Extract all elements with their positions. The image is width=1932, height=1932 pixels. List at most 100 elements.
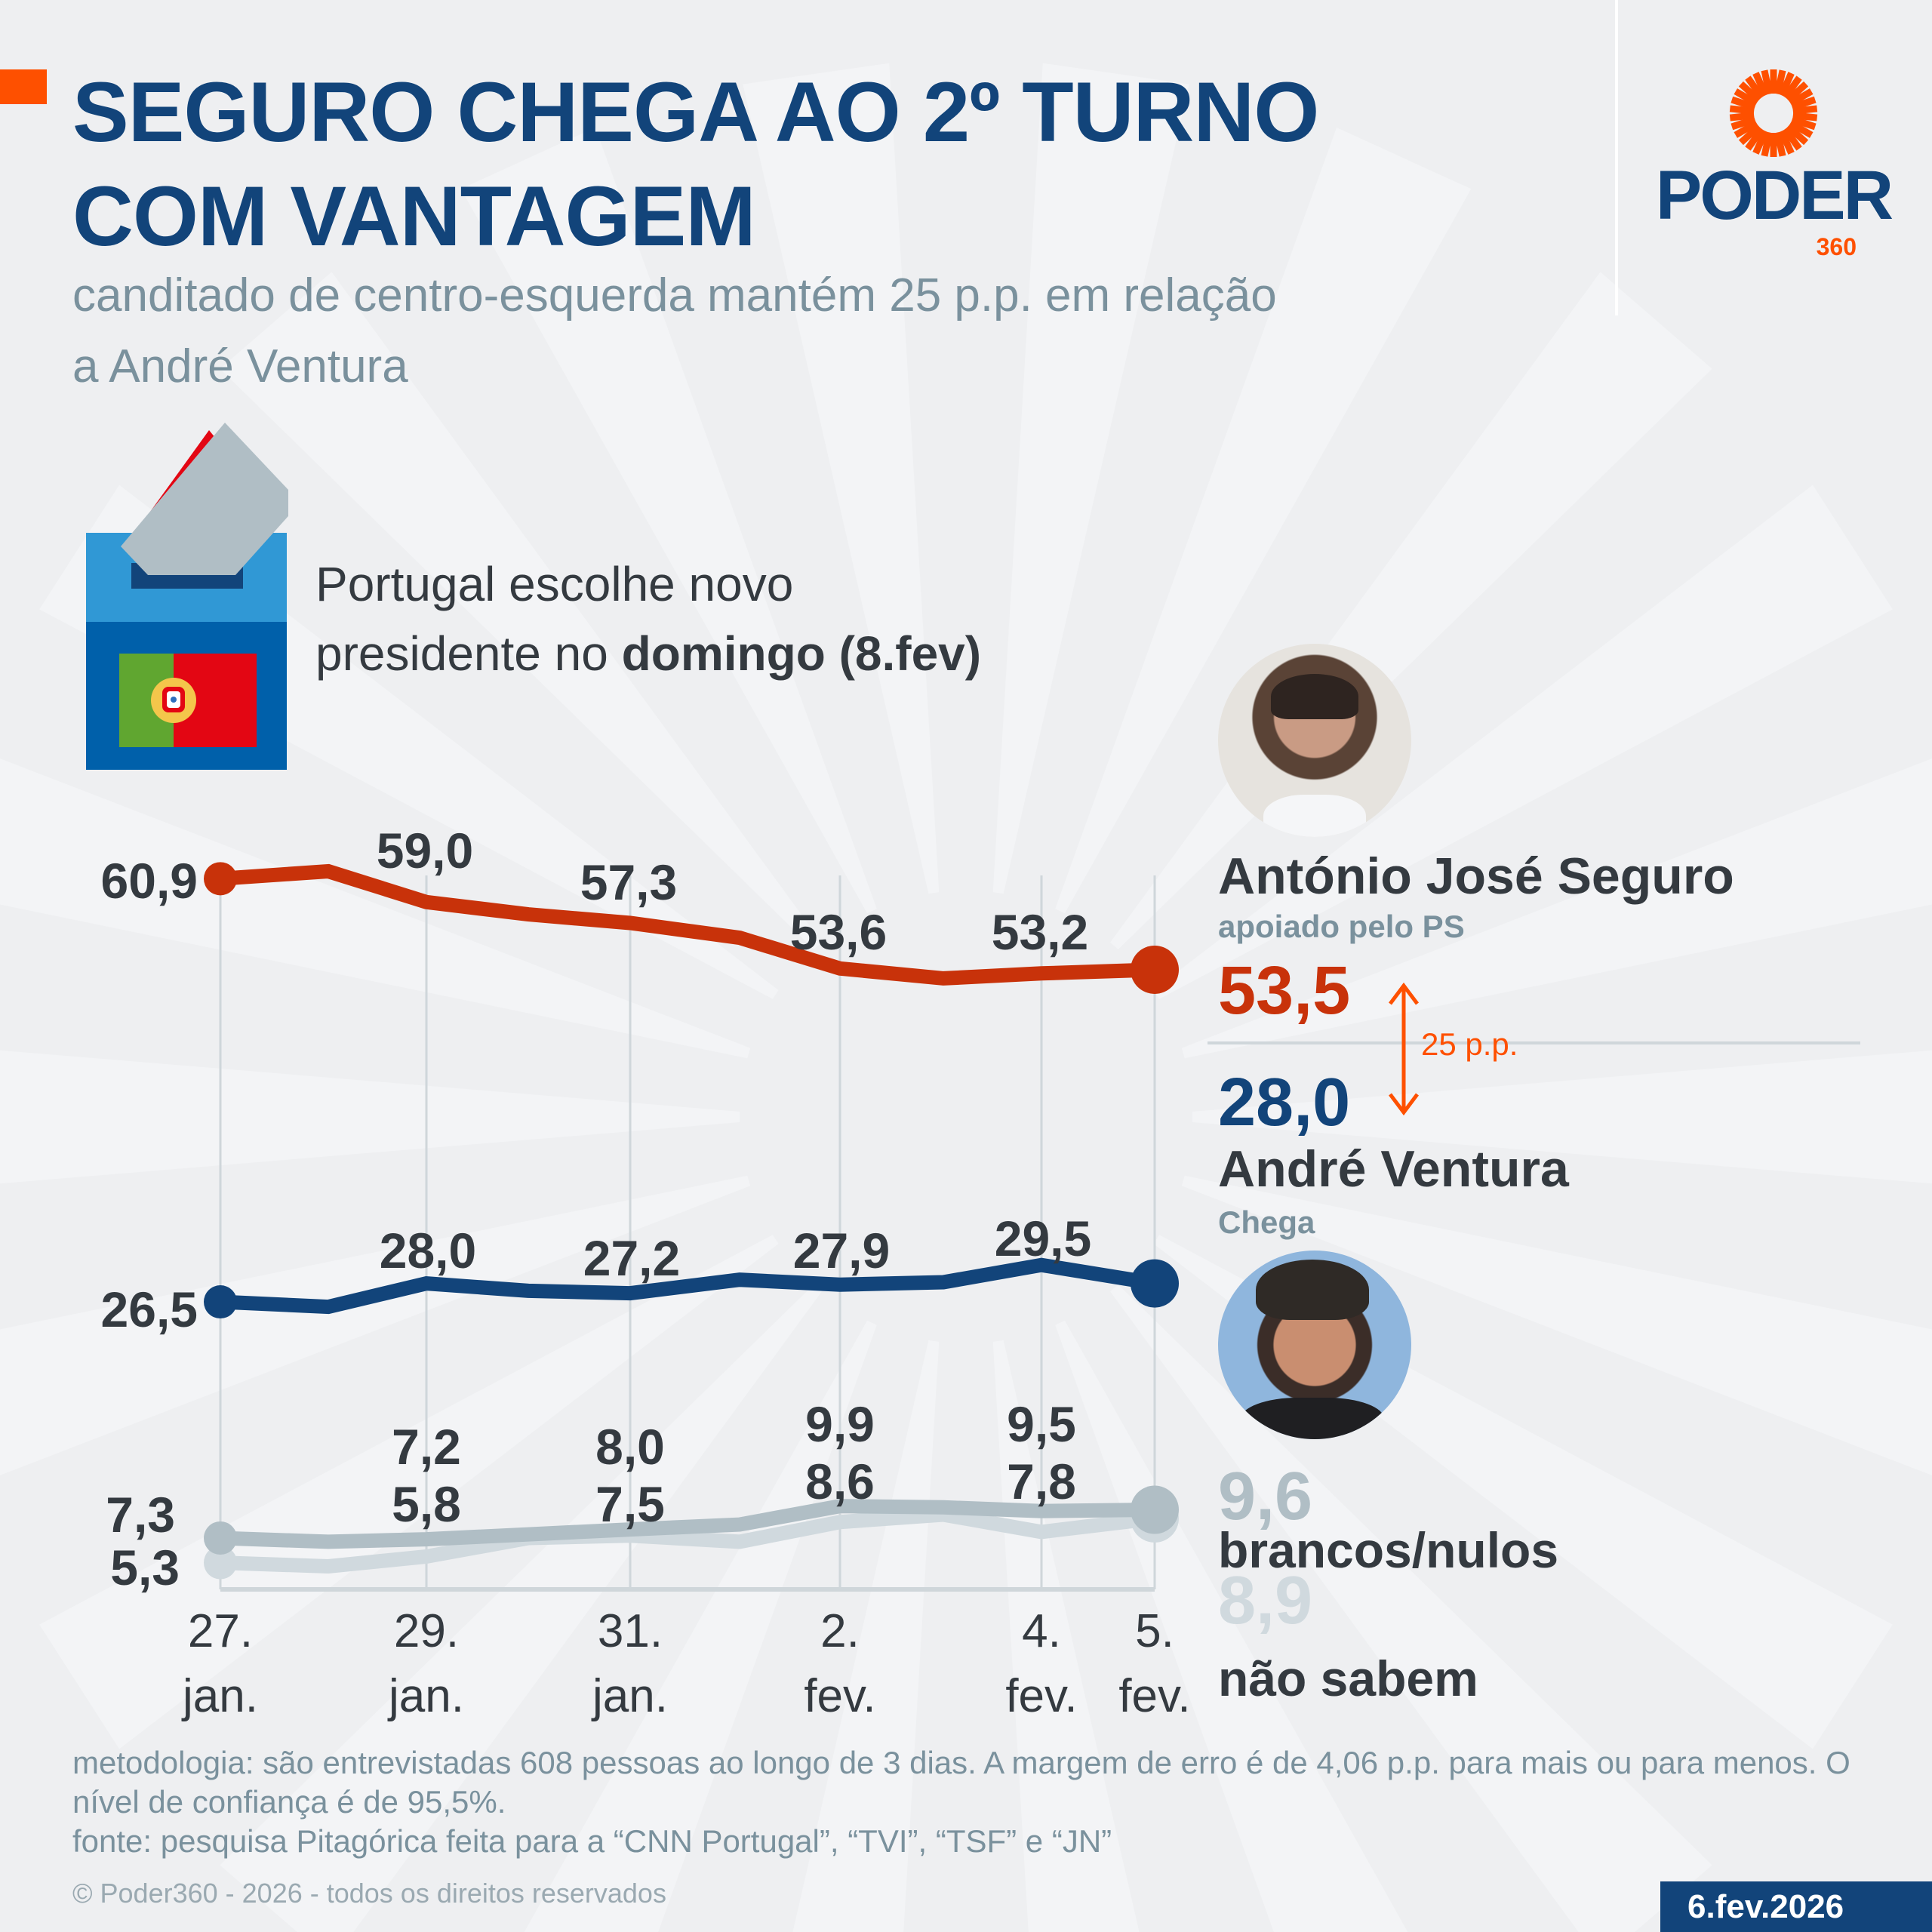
copyright: © Poder360 - 2026 - todos os direitos re…: [72, 1878, 666, 1909]
background-ray: [0, 1175, 751, 1475]
data-label-nao-sabem: 5,8: [392, 1476, 461, 1532]
logo-ray: [1782, 75, 1802, 100]
background-ray: [1192, 1050, 1932, 1184]
election-note-line-1: Portugal escolhe novo: [315, 557, 794, 611]
logo-ray: [1791, 115, 1817, 131]
nao-sabem-latest-value: 8,9: [1218, 1563, 1313, 1638]
logo-ray: [1730, 96, 1756, 111]
logo-wordmark: PODER: [1656, 157, 1893, 234]
gap-double-arrow-icon: [1389, 982, 1419, 1116]
logo-ray: [1774, 131, 1786, 157]
seguro-name: António José Seguro: [1218, 848, 1734, 905]
title-line-2: COM VANTAGEM: [72, 169, 756, 263]
start-marker-brancos-nulos: [204, 1521, 237, 1555]
footnotes: metodologia: são entrevistadas 608 pesso…: [72, 1743, 1899, 1861]
ventura-latest-value: 28,0: [1218, 1065, 1351, 1140]
logo-ray: [1782, 127, 1802, 151]
background-ray: [39, 1235, 779, 1749]
data-label-seguro: 53,2: [992, 904, 1088, 960]
brancos-nulos-latest-value: 9,6: [1218, 1459, 1313, 1534]
subtitle-line-2: a André Ventura: [72, 340, 408, 392]
data-label-brancos-nulos: 8,0: [595, 1419, 665, 1475]
end-marker-brancos-nulos: [1131, 1485, 1179, 1534]
ballot-box-portugal-flag-icon: [85, 423, 300, 770]
background-ray: [1110, 1284, 1712, 1932]
background-ray: [524, 1320, 877, 1932]
end-marker-seguro: [1131, 945, 1179, 994]
x-tick-day: 5.: [1135, 1605, 1174, 1657]
logo-ray: [1789, 88, 1814, 106]
data-label-brancos-nulos: 7,3: [106, 1487, 175, 1543]
start-marker-nao-sabem: [204, 1546, 237, 1580]
background-ray: [992, 63, 1189, 894]
seguro-portrait: [1218, 644, 1411, 837]
series-line-nao-sabem: [220, 1507, 1156, 1574]
data-label-ventura: 27,9: [793, 1223, 890, 1278]
data-label-brancos-nulos: 9,9: [805, 1396, 875, 1452]
accent-square: [0, 69, 47, 104]
poder360-logo: PODER 360: [1653, 68, 1895, 272]
x-tick-day: 2.: [820, 1605, 860, 1657]
x-tick-month: jan.: [181, 1670, 258, 1722]
logo-ray: [1752, 129, 1769, 155]
x-tick-month: fev.: [804, 1670, 875, 1722]
x-tick-day: 31.: [598, 1605, 663, 1657]
background-ray: [1055, 127, 1472, 914]
background-ray: [1181, 758, 1932, 1059]
logo-ray: [1778, 72, 1795, 97]
data-label-seguro: 53,6: [790, 904, 887, 960]
series-line-brancos-nulos: [220, 1499, 1155, 1549]
x-tick-month: jan.: [591, 1670, 668, 1722]
logo-ray: [1752, 72, 1769, 97]
background-ray: [992, 1340, 1140, 1932]
background-ray: [220, 272, 822, 949]
logo-ray: [1730, 115, 1756, 131]
source-note: fonte: pesquisa Pitagórica feita para a …: [72, 1823, 1112, 1859]
data-label-nao-sabem: 8,6: [805, 1454, 875, 1509]
page-title: SEGURO CHEGA AO 2º TURNO COM VANTAGEM: [72, 60, 1319, 269]
background-ray: [0, 1050, 740, 1184]
logo-ray: [1786, 124, 1809, 146]
seguro-party: apoiado pelo PS: [1218, 909, 1465, 944]
logo-ray: [1729, 105, 1755, 115]
logo-ray: [1792, 112, 1818, 122]
x-tick-month: fev.: [1005, 1670, 1077, 1722]
ventura-portrait: [1218, 1251, 1411, 1439]
series-line-ventura: [220, 1257, 1156, 1315]
divider-line: [1208, 1041, 1860, 1044]
x-tick-day: 4.: [1022, 1605, 1061, 1657]
background-ray: [743, 63, 940, 894]
data-label-brancos-nulos: 7,2: [392, 1419, 461, 1475]
data-label-nao-sabem: 7,8: [1007, 1454, 1076, 1509]
background-ray: [0, 758, 751, 1059]
subtitle: canditado de centro-esquerda mantém 25 p…: [72, 260, 1582, 402]
gap-label: 25 p.p.: [1421, 1026, 1518, 1062]
series-line-seguro: [220, 863, 1155, 986]
logo-ray: [1729, 112, 1755, 122]
start-marker-ventura: [204, 1285, 237, 1319]
seguro-latest-value: 53,5: [1218, 953, 1351, 1029]
grey-ballot-icon: [121, 423, 300, 575]
publication-date: 6.fev.2026: [1660, 1881, 1932, 1932]
sunburst-logo-icon: PODER 360: [1656, 69, 1895, 260]
election-note: Portugal escolhe novo presidente no domi…: [315, 549, 981, 688]
logo-ray: [1738, 81, 1761, 103]
election-note-line-2: presidente no: [315, 626, 622, 681]
data-label-brancos-nulos: 9,5: [1007, 1396, 1076, 1452]
logo-ray: [1738, 124, 1761, 146]
election-date: domingo (8.fev): [621, 626, 982, 681]
background-ray: [1153, 485, 1893, 999]
brancos-nulos-label: brancos/nulos: [1218, 1522, 1559, 1578]
logo-ray: [1786, 81, 1809, 103]
x-tick-day: 29.: [394, 1605, 459, 1657]
logo-ray: [1789, 120, 1814, 138]
logo-ray: [1792, 105, 1818, 115]
start-marker-seguro: [204, 862, 237, 896]
logo-ray: [1774, 69, 1786, 95]
data-label-ventura: 28,0: [380, 1223, 476, 1278]
data-label-seguro: 60,9: [101, 853, 198, 909]
ventura-party: Chega: [1218, 1204, 1315, 1240]
logo-ray: [1734, 120, 1758, 138]
